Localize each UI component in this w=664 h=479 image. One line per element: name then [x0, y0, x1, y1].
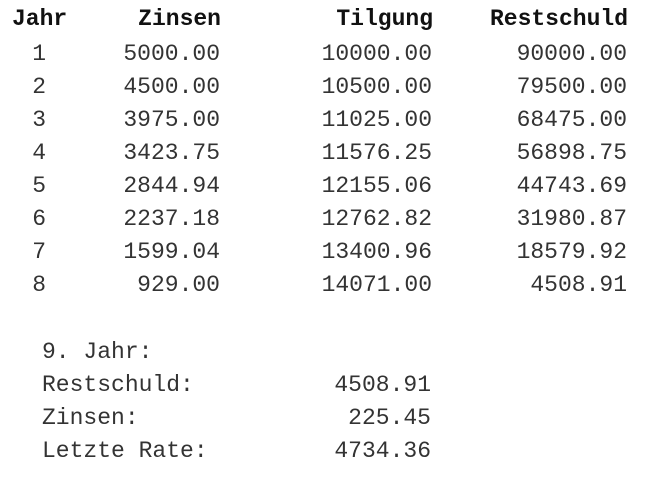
header-tilgung: Tilgung — [336, 6, 433, 32]
cell-zinsen: 3975.00 — [123, 107, 220, 133]
cell-restschuld: 18579.92 — [516, 239, 627, 265]
cell-restschuld: 79500.00 — [516, 74, 627, 100]
header-year: Jahr — [12, 6, 68, 32]
cell-zinsen: 2844.94 — [123, 173, 220, 199]
cell-zinsen: 3423.75 — [123, 140, 220, 166]
cell-year: 1 — [32, 41, 46, 67]
cell-tilgung: 13400.96 — [321, 239, 432, 265]
cell-year: 2 — [32, 74, 46, 100]
cell-zinsen: 1599.04 — [123, 239, 220, 265]
cell-tilgung: 12155.06 — [321, 173, 432, 199]
header-restschuld: Restschuld — [489, 6, 628, 32]
summary-label: Zinsen: — [42, 405, 139, 431]
cell-year: 5 — [32, 173, 46, 199]
cell-year: 6 — [32, 206, 46, 232]
cell-tilgung: 10500.00 — [321, 74, 432, 100]
cell-year: 7 — [32, 239, 46, 265]
cell-zinsen: 929.00 — [137, 272, 220, 298]
cell-tilgung: 11025.00 — [321, 107, 432, 133]
cell-restschuld: 68475.00 — [516, 107, 627, 133]
summary-label: Restschuld: — [42, 372, 194, 398]
cell-year: 8 — [32, 272, 46, 298]
summary-value: 4508.91 — [334, 372, 431, 398]
cell-zinsen: 2237.18 — [123, 206, 220, 232]
cell-year: 4 — [32, 140, 46, 166]
cell-restschuld: 44743.69 — [516, 173, 627, 199]
summary-heading: 9. Jahr: — [42, 339, 153, 365]
cell-restschuld: 31980.87 — [516, 206, 627, 232]
cell-restschuld: 90000.00 — [516, 41, 627, 67]
summary-value: 4734.36 — [334, 438, 431, 464]
summary-label: Letzte Rate: — [42, 438, 208, 464]
cell-restschuld: 56898.75 — [516, 140, 627, 166]
cell-year: 3 — [32, 107, 46, 133]
cell-tilgung: 14071.00 — [321, 272, 432, 298]
cell-zinsen: 4500.00 — [123, 74, 220, 100]
cell-zinsen: 5000.00 — [123, 41, 220, 67]
cell-restschuld: 4508.91 — [530, 272, 627, 298]
cell-tilgung: 12762.82 — [321, 206, 432, 232]
header-zinsen: Zinsen — [138, 6, 221, 32]
cell-tilgung: 10000.00 — [321, 41, 432, 67]
cell-tilgung: 11576.25 — [321, 140, 432, 166]
summary-value: 225.45 — [348, 405, 431, 431]
